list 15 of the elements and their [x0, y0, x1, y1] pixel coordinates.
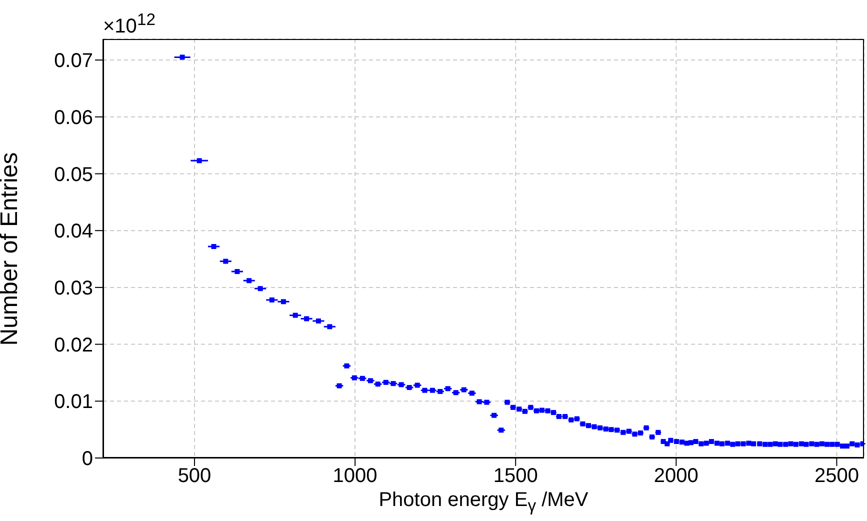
x-tick-label: 2500	[814, 465, 859, 488]
y-tick-label: 0.02	[54, 334, 93, 356]
y-tick-label: 0.01	[54, 391, 93, 414]
y-tick-label: 0.06	[54, 106, 93, 129]
x-tick-label: 1500	[493, 465, 538, 488]
x-tick-label: 1000	[332, 465, 378, 488]
y-tick-label: 0	[82, 448, 93, 470]
x-tick-label: 2000	[654, 465, 698, 488]
y-tick-label: 0.05	[54, 164, 93, 186]
y-tick-label: 0.04	[54, 220, 93, 243]
x-tick-label: 500	[178, 465, 212, 488]
text: ×10$^{12}$	[103, 10, 156, 39]
y-tick-label: 0.07	[54, 50, 93, 72]
x-axis-title: Photon energy E$_{γ}$ /MeV	[378, 489, 590, 516]
y-tick-label: 0.03	[54, 278, 93, 300]
